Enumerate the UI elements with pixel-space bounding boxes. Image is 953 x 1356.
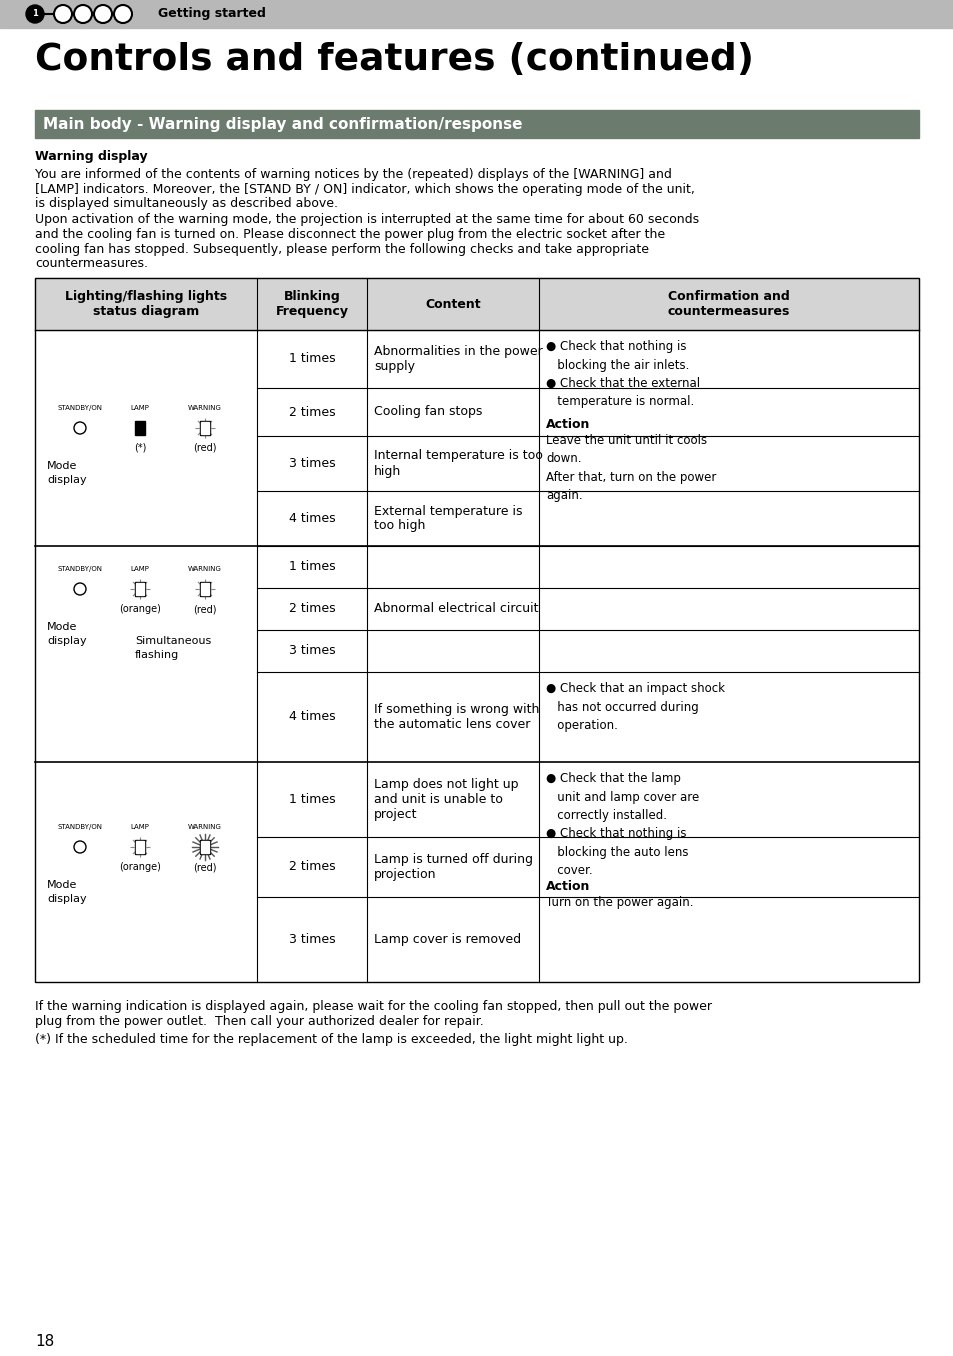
Text: cooling fan has stopped. Subsequently, please perform the following checks and t: cooling fan has stopped. Subsequently, p… [35, 243, 648, 255]
Circle shape [74, 5, 91, 23]
Text: Abnormal electrical circuit: Abnormal electrical circuit [374, 602, 537, 616]
Text: display: display [47, 894, 87, 904]
Circle shape [74, 583, 86, 595]
Text: Leave the unit until it cools
down.
After that, turn on the power
again.: Leave the unit until it cools down. Afte… [545, 434, 716, 503]
Text: (*): (*) [133, 443, 146, 453]
Text: (red): (red) [193, 443, 216, 453]
Text: Lighting/flashing lights
status diagram: Lighting/flashing lights status diagram [65, 290, 227, 319]
Text: Mode: Mode [47, 880, 77, 890]
Text: 3 times: 3 times [289, 644, 335, 658]
Text: If the warning indication is displayed again, please wait for the cooling fan st: If the warning indication is displayed a… [35, 999, 711, 1013]
Text: 2 times: 2 times [289, 861, 335, 873]
Text: ● Check that the lamp
   unit and lamp cover are
   correctly installed.
● Check: ● Check that the lamp unit and lamp cove… [545, 772, 699, 877]
Text: flashing: flashing [135, 650, 179, 660]
Text: Confirmation and
countermeasures: Confirmation and countermeasures [667, 290, 789, 319]
Text: LAMP: LAMP [131, 824, 150, 830]
Bar [135, 582, 145, 597]
Text: 4 times: 4 times [289, 711, 335, 724]
Text: WARNING: WARNING [188, 565, 222, 572]
Circle shape [54, 5, 71, 23]
Bar [200, 582, 210, 597]
Circle shape [74, 841, 86, 853]
Bar [35, 110, 918, 138]
Text: ● Check that an impact shock
   has not occurred during
   operation.: ● Check that an impact shock has not occ… [545, 682, 724, 732]
Circle shape [94, 5, 112, 23]
Text: and the cooling fan is turned on. Please disconnect the power plug from the elec: and the cooling fan is turned on. Please… [35, 228, 664, 241]
Bar [35, 278, 918, 982]
Text: Getting started: Getting started [158, 8, 266, 20]
Text: 1 times: 1 times [289, 353, 335, 366]
Text: (red): (red) [193, 603, 216, 614]
Text: Lamp cover is removed: Lamp cover is removed [374, 933, 520, 946]
Text: 2 times: 2 times [289, 405, 335, 419]
Text: Internal temperature is too
high: Internal temperature is too high [374, 449, 542, 477]
Text: 2 times: 2 times [289, 602, 335, 616]
Text: LAMP: LAMP [131, 565, 150, 572]
Text: is displayed simultaneously as described above.: is displayed simultaneously as described… [35, 197, 337, 210]
Text: Controls and features (continued): Controls and features (continued) [35, 42, 753, 79]
Text: Lamp is turned off during
projection: Lamp is turned off during projection [374, 853, 533, 881]
Text: STANDBY/ON: STANDBY/ON [57, 824, 102, 830]
Text: STANDBY/ON: STANDBY/ON [57, 405, 102, 411]
Text: Main body - Warning display and confirmation/response: Main body - Warning display and confirma… [43, 117, 522, 132]
Text: (*) If the scheduled time for the replacement of the lamp is exceeded, the light: (*) If the scheduled time for the replac… [35, 1033, 627, 1045]
Circle shape [113, 5, 132, 23]
Text: Blinking
Frequency: Blinking Frequency [275, 290, 348, 319]
Text: (orange): (orange) [119, 862, 161, 872]
Circle shape [26, 5, 44, 23]
Bar [0, 0, 953, 28]
Text: STANDBY/ON: STANDBY/ON [57, 565, 102, 572]
Bar [136, 583, 144, 595]
Text: External temperature is
too high: External temperature is too high [374, 504, 522, 533]
Text: 1: 1 [32, 9, 38, 19]
Bar [201, 583, 209, 595]
Bar [135, 839, 145, 854]
Bar [135, 420, 145, 435]
Text: If something is wrong with
the automatic lens cover: If something is wrong with the automatic… [374, 702, 538, 731]
Text: Simultaneous: Simultaneous [135, 636, 211, 645]
Text: 18: 18 [35, 1334, 54, 1349]
Circle shape [74, 422, 86, 434]
Text: ● Check that nothing is
   blocking the air inlets.
● Check that the external
  : ● Check that nothing is blocking the air… [545, 340, 700, 408]
Text: plug from the power outlet.  Then call your authorized dealer for repair.: plug from the power outlet. Then call yo… [35, 1014, 483, 1028]
Bar [35, 278, 918, 330]
Bar [200, 839, 210, 854]
Text: WARNING: WARNING [188, 405, 222, 411]
Text: countermeasures.: countermeasures. [35, 258, 148, 270]
Bar [201, 841, 209, 853]
Text: Mode: Mode [47, 461, 77, 471]
Text: LAMP: LAMP [131, 405, 150, 411]
Text: Action: Action [545, 880, 590, 894]
Bar [200, 420, 210, 435]
Text: Content: Content [425, 297, 480, 311]
Text: display: display [47, 475, 87, 485]
Text: Lamp does not light up
and unit is unable to
project: Lamp does not light up and unit is unabl… [374, 778, 518, 820]
Text: WARNING: WARNING [188, 824, 222, 830]
Text: Warning display: Warning display [35, 151, 148, 163]
Bar [201, 422, 209, 434]
Text: [LAMP] indicators. Moreover, the [STAND BY / ON] indicator, which shows the oper: [LAMP] indicators. Moreover, the [STAND … [35, 183, 694, 195]
Bar [136, 841, 144, 853]
Text: Abnormalities in the power
supply: Abnormalities in the power supply [374, 344, 542, 373]
Text: You are informed of the contents of warning notices by the (repeated) displays o: You are informed of the contents of warn… [35, 168, 671, 180]
Text: Mode: Mode [47, 622, 77, 632]
Text: Action: Action [545, 418, 590, 431]
Text: Cooling fan stops: Cooling fan stops [374, 405, 482, 419]
Text: 4 times: 4 times [289, 513, 335, 525]
Text: Upon activation of the warning mode, the projection is interrupted at the same t: Upon activation of the warning mode, the… [35, 213, 699, 226]
Text: 3 times: 3 times [289, 457, 335, 471]
Text: 3 times: 3 times [289, 933, 335, 946]
Text: 1 times: 1 times [289, 793, 335, 805]
Text: 1 times: 1 times [289, 560, 335, 574]
Text: display: display [47, 636, 87, 645]
Text: (orange): (orange) [119, 603, 161, 614]
Text: Turn on the power again.: Turn on the power again. [545, 896, 693, 909]
Text: (red): (red) [193, 862, 216, 872]
